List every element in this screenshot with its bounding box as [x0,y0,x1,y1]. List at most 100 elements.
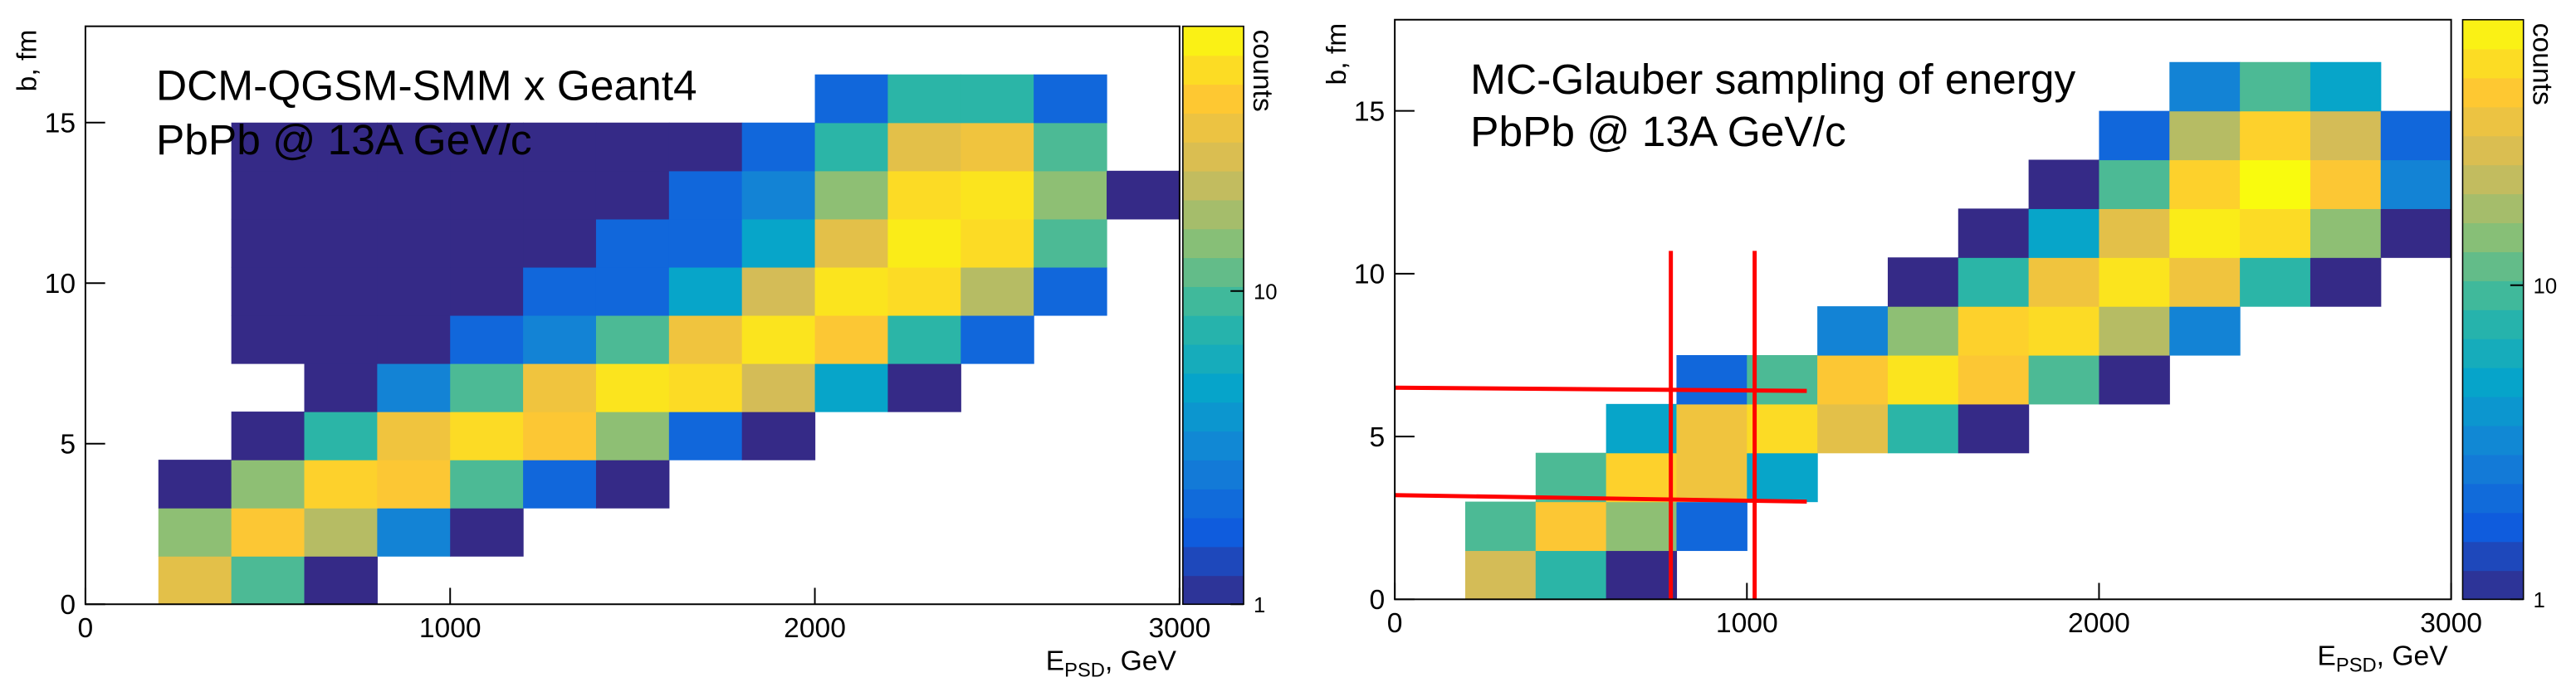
heat-cell [1464,550,1537,600]
heat-cell [595,363,670,412]
colorbar-band [1182,257,1244,287]
y-tick-label: 15 [1354,97,1385,128]
heat-cell [961,74,1034,124]
heat-cell [304,556,378,605]
heat-cell [2381,453,2451,502]
heat-cell [158,460,232,509]
heat-cell [2310,306,2381,355]
heat-cell [377,460,451,509]
y-tick-label: 15 [45,109,76,139]
heat-cell [2099,453,2169,502]
y-tick-label: 10 [45,269,76,300]
heat-cell [2028,257,2100,307]
heat-cell [887,363,961,412]
heat-cell [1958,453,2029,502]
colorbar-label: counts [2527,23,2558,105]
heat-cell [1395,550,1465,599]
heat-cell [2029,550,2099,599]
heat-cell [2169,110,2241,161]
heat-cell [86,219,159,268]
colorbar-band [1182,488,1244,519]
heat-cell [814,314,889,364]
heat-cell [523,218,597,268]
heat-cell [668,412,743,460]
heat-cell [2240,355,2310,404]
heat-cell [1606,550,1678,600]
heat-cell [231,412,306,460]
heat-cell [2169,61,2241,112]
y-tick-label: 10 [1354,260,1385,290]
heat-cell [814,266,889,316]
heat-cell [158,508,232,557]
x-tick-label: 3000 [2420,608,2482,639]
heat-cell [1395,404,1465,453]
heat-cell [2028,208,2100,258]
heat-cell [887,556,961,605]
heat-cell [961,412,1034,460]
heat-cell [815,508,888,557]
heat-cell [2099,159,2170,209]
annotation-text: MC-Glauber sampling of energy [1470,55,2075,103]
colorbar-band [1182,575,1244,606]
colorbar-band [2462,541,2524,572]
heat-cell [2169,453,2240,502]
heat-cell [2169,159,2241,209]
heat-cell [2099,404,2169,453]
heat-cell [2099,110,2170,161]
heat-cell [595,170,670,220]
colorbar-band [1182,113,1244,143]
heat-cell [231,508,306,557]
heat-cell [961,556,1034,605]
heat-cell [1676,208,1747,257]
heat-cell [1395,111,1465,160]
colorbar-band [1182,84,1244,114]
heat-cell [1107,219,1180,268]
colorbar-label: counts [1247,30,1278,112]
colorbar-band [1182,199,1244,230]
heat-cell [1034,508,1107,557]
heat-cell [304,314,378,364]
heat-cell [450,314,524,364]
heat-cell [1395,355,1465,404]
y-axis-label: b, fm [12,30,43,92]
heat-cell [2381,355,2451,404]
colorbar-band [1182,517,1244,548]
heat-cell [1107,267,1180,316]
heat-cell [742,75,815,124]
heat-cell [1887,257,1959,307]
heat-cell [304,218,378,268]
heat-cell [2310,159,2382,209]
heat-cell [815,460,888,509]
heat-cell [2240,159,2311,209]
colorbar-band [1182,546,1244,577]
heat-cell [1888,208,1958,257]
x-axis-label-main: E [1046,646,1064,676]
x-axis-label: EPSD, GeV [2317,641,2448,676]
heat-cell [2029,453,2099,502]
heat-cell [523,556,596,605]
annotation-text: DCM-QGSM-SMM x Geant4 [156,61,697,110]
heat-cell [450,460,524,509]
heat-cell [1817,208,1888,257]
heat-cell [1107,363,1180,412]
heat-cell [1606,355,1677,404]
heat-cell [1888,160,1958,209]
heat-cell [2381,62,2451,111]
colorbar-band [1182,373,1244,403]
heat-cell [668,170,743,220]
heat-cell [961,218,1034,268]
colorbar-band [1182,26,1244,56]
heat-cell [1034,266,1107,316]
heat-cell [1606,208,1677,257]
heat-cell [1676,550,1747,599]
heat-cell [1107,170,1180,220]
heat-cell [86,460,159,509]
heat-cell [377,508,451,557]
heat-cell [742,460,815,509]
heat-cell [1034,122,1107,172]
heat-cell [961,266,1034,316]
heat-cell [595,412,670,460]
heat-cell [1465,355,1536,404]
heat-cell [1817,403,1889,454]
heat-cell [1747,403,1818,454]
